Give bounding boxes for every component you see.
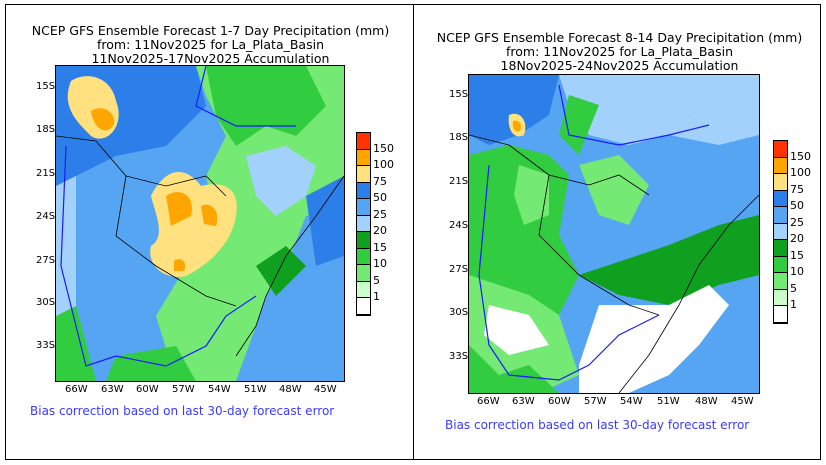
title-line-3: 11Nov2025-17Nov2025 Accumulation (91, 51, 330, 66)
legend-label: 10 (373, 257, 387, 270)
legend-swatch (774, 240, 787, 257)
legend-swatch (357, 215, 370, 232)
lon-label: 66W (65, 384, 88, 395)
lat-label: 18S (449, 132, 469, 143)
legend-swatch (357, 281, 370, 298)
precip-map-week2 (468, 74, 760, 394)
legend-swatch (774, 157, 787, 174)
legend-swatch (774, 306, 787, 323)
legend-label: 150 (790, 149, 811, 163)
legend-swatch (357, 133, 370, 150)
lon-label: 51W (244, 384, 267, 395)
lon-label: 54W (620, 396, 643, 407)
legend-swatch (774, 190, 787, 207)
lon-label: 48W (695, 396, 718, 407)
legend-swatch (774, 141, 787, 158)
color-legend (356, 132, 371, 316)
lon-label: 51W (657, 396, 680, 407)
lat-label: 24S (449, 220, 469, 231)
lon-label: 60W (136, 384, 159, 395)
legend-label: 10 (790, 265, 804, 278)
legend-swatch (774, 174, 787, 191)
legend-label: 150 (373, 141, 394, 155)
lat-label: 21S (449, 176, 469, 187)
legend-label: 1 (790, 298, 797, 311)
legend-swatch (774, 289, 787, 306)
lon-label: 63W (512, 396, 535, 407)
legend-swatch (774, 256, 787, 273)
legend-label: 20 (790, 232, 804, 245)
legend-label: 15 (790, 248, 804, 262)
legend-swatch (774, 273, 787, 290)
legend-label: 75 (373, 174, 387, 188)
title-line-1: NCEP GFS Ensemble Forecast 8-14 Day Prec… (436, 30, 803, 45)
legend-swatch (357, 199, 370, 216)
legend-swatch (357, 265, 370, 282)
legend-label: 20 (373, 224, 387, 237)
legend-label: 5 (373, 273, 380, 287)
lon-label: 45W (731, 396, 754, 407)
lon-label: 57W (584, 396, 607, 407)
lon-label: 48W (279, 384, 302, 395)
legend-swatch (774, 207, 787, 224)
legend-swatch (357, 182, 370, 199)
legend-label: 1 (373, 290, 380, 303)
legend-label: 75 (790, 182, 804, 196)
lat-label: 30S (449, 307, 469, 318)
title-line-2: from: 11Nov2025 for La_Plata_Basin (505, 44, 734, 59)
legend-label: 50 (790, 199, 804, 212)
lat-label: 33S (36, 340, 56, 351)
title-line-1: NCEP GFS Ensemble Forecast 1-7 Day Preci… (31, 23, 390, 38)
lon-label: 57W (172, 384, 195, 395)
lat-label: 30S (36, 297, 56, 308)
legend-label: 25 (373, 207, 387, 221)
legend-label: 25 (790, 215, 804, 229)
lon-label: 45W (314, 384, 337, 395)
legend-label: 15 (373, 240, 387, 254)
precip-map-week1 (55, 65, 345, 382)
legend-swatch (774, 223, 787, 240)
lat-label: 24S (36, 211, 56, 222)
legend-label: 100 (373, 158, 394, 171)
title-line-2: from: 11Nov2025 for La_Plata_Basin (96, 37, 325, 52)
lon-label: 60W (548, 396, 571, 407)
lat-label: 27S (449, 264, 469, 275)
legend-swatch (357, 149, 370, 166)
panel-title: NCEP GFS Ensemble Forecast 8-14 Day Prec… (413, 31, 826, 73)
legend-swatch (357, 166, 370, 183)
legend-swatch (357, 232, 370, 249)
lon-label: 66W (477, 396, 500, 407)
lon-label: 63W (101, 384, 124, 395)
legend-label: 50 (373, 191, 387, 204)
lat-label: 27S (36, 255, 56, 266)
lat-label: 15S (36, 81, 56, 92)
lat-label: 21S (36, 168, 56, 179)
panel-title: NCEP GFS Ensemble Forecast 1-7 Day Preci… (8, 24, 413, 66)
color-legend (773, 140, 788, 324)
lon-label: 54W (208, 384, 231, 395)
lat-label: 15S (449, 89, 469, 100)
bias-note: Bias correction based on last 30-day for… (30, 404, 335, 418)
title-line-3: 18Nov2025-24Nov2025 Accumulation (500, 58, 739, 73)
legend-swatch (357, 298, 370, 315)
lat-label: 33S (449, 351, 469, 362)
legend-swatch (357, 248, 370, 265)
legend-label: 5 (790, 281, 797, 295)
panel-divider (413, 4, 414, 460)
lat-label: 18S (36, 124, 56, 135)
legend-label: 100 (790, 166, 811, 179)
bias-note: Bias correction based on last 30-day for… (445, 418, 750, 432)
